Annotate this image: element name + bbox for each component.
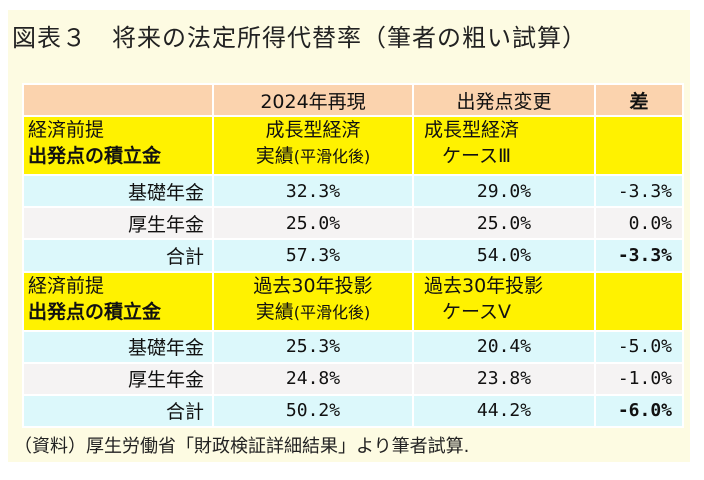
block1-col1-fund-main: 実績 [255, 145, 294, 168]
block2-economic-assumption-label: 経済前提 [28, 274, 105, 297]
block1-diff-blank [594, 115, 684, 177]
value-cell: 29.0% [412, 174, 596, 209]
header-difference: 差 [594, 82, 684, 118]
header-row: 2024年再現 出発点変更 差 [22, 82, 684, 118]
block1-col1-fund-note: (平滑化後) [293, 147, 371, 167]
table-row: 合計 57.3% 54.0% -3.3% [22, 238, 684, 273]
diff-cell: -1.0% [594, 361, 684, 396]
block2-col1-scenario: 過去30年投影 実績(平滑化後) [212, 270, 414, 332]
value-cell: 57.3% [212, 238, 414, 273]
table-row: 基礎年金 32.3% 29.0% -3.3% [22, 174, 684, 209]
diff-cell: 0.0% [594, 206, 684, 241]
row-label-total: 合計 [22, 393, 214, 429]
table-row: 厚生年金 25.0% 25.0% 0.0% [22, 206, 684, 241]
source-note: （資料）厚生労働省「財政検証詳細結果」より筆者試算. [14, 436, 470, 457]
block1-economic-assumption-label: 経済前提 [28, 119, 105, 142]
block2-diff-blank [594, 270, 684, 332]
block2-scenario-row: 経済前提 出発点の積立金 過去30年投影 実績(平滑化後) 過去30年投影 ケー… [22, 270, 684, 332]
block1-col1-fund: 実績(平滑化後) [220, 143, 406, 170]
value-cell: 23.8% [412, 361, 596, 396]
diff-cell: -5.0% [594, 329, 684, 364]
header-start-point-change: 出発点変更 [412, 82, 596, 118]
block2-col1-fund: 実績(平滑化後) [220, 299, 406, 326]
value-cell: 44.2% [412, 393, 596, 429]
row-label-total: 合計 [22, 238, 214, 273]
header-2024-reproduction: 2024年再現 [212, 82, 414, 118]
table-row: 基礎年金 25.3% 20.4% -5.0% [22, 329, 684, 364]
block2-col2-assumption: 過去30年投影 [424, 274, 544, 297]
diff-cell: -3.3% [594, 174, 684, 209]
value-cell: 32.3% [212, 174, 414, 209]
block2-col1-fund-main: 実績 [255, 300, 294, 323]
header-blank-cell [22, 82, 214, 118]
block2-col1-assumption: 過去30年投影 [253, 274, 373, 297]
value-cell: 54.0% [412, 238, 596, 273]
row-label-basic-pension: 基礎年金 [22, 174, 214, 209]
block1-starting-fund-label: 出発点の積立金 [28, 145, 162, 168]
value-cell: 20.4% [412, 329, 596, 364]
block1-col2-fund: ケースⅢ [442, 145, 512, 168]
block1-col2-assumption: 成長型経済 [424, 119, 520, 142]
block1-col1-scenario: 成長型経済 実績(平滑化後) [212, 115, 414, 177]
table-row: 合計 50.2% 44.2% -6.0% [22, 393, 684, 429]
value-cell: 25.3% [212, 329, 414, 364]
value-cell: 25.0% [412, 206, 596, 241]
block2-scenario-label: 経済前提 出発点の積立金 [22, 270, 214, 332]
block2-col2-fund: ケースⅤ [442, 300, 512, 323]
row-label-employee-pension: 厚生年金 [22, 206, 214, 241]
row-label-employee-pension: 厚生年金 [22, 361, 214, 396]
block2-col2-scenario: 過去30年投影 ケースⅤ [412, 270, 596, 332]
block1-scenario-row: 経済前提 出発点の積立金 成長型経済 実績(平滑化後) 成長型経済 ケースⅢ [22, 115, 684, 177]
value-cell: 24.8% [212, 361, 414, 396]
figure-title: 図表３ 将来の法定所得代替率（筆者の粗い試算） [12, 24, 587, 52]
block1-col1-assumption: 成長型経済 [265, 119, 361, 142]
block1-col2-scenario: 成長型経済 ケースⅢ [412, 115, 596, 177]
block2-starting-fund-label: 出発点の積立金 [28, 300, 162, 323]
block2-col1-fund-note: (平滑化後) [293, 302, 371, 322]
value-cell: 50.2% [212, 393, 414, 429]
row-label-basic-pension: 基礎年金 [22, 329, 214, 364]
diff-cell-total: -6.0% [594, 393, 684, 429]
table-row: 厚生年金 24.8% 23.8% -1.0% [22, 361, 684, 396]
replacement-rate-table: 2024年再現 出発点変更 差 経済前提 出発点の積立金 成長型経済 実績(平滑… [22, 82, 684, 429]
diff-cell-total: -3.3% [594, 238, 684, 273]
value-cell: 25.0% [212, 206, 414, 241]
block1-scenario-label: 経済前提 出発点の積立金 [22, 115, 214, 177]
